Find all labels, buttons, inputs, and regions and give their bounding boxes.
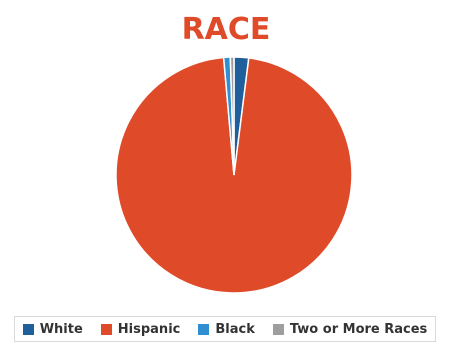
pie-slice-hispanic (115, 56, 353, 294)
legend-swatch (22, 323, 34, 335)
legend-item-two-or-more-races: Two or More Races (272, 321, 428, 337)
legend: White Hispanic Black Two or More Races (14, 316, 436, 342)
legend-item-white: White (22, 321, 83, 337)
legend-label: White (39, 321, 83, 337)
pie-slice-two-or-more-races (229, 56, 235, 176)
legend-swatch (100, 323, 112, 335)
pie-chart (115, 56, 353, 294)
legend-swatch (198, 323, 210, 335)
legend-item-black: Black (198, 322, 255, 337)
legend-label: Two or More Races (289, 321, 428, 337)
legend-label: Black (215, 321, 255, 337)
chart-title: RACE (181, 12, 271, 47)
legend-item-hispanic: Hispanic (100, 321, 181, 337)
legend-swatch (272, 323, 284, 335)
legend-label: Hispanic (117, 321, 181, 337)
